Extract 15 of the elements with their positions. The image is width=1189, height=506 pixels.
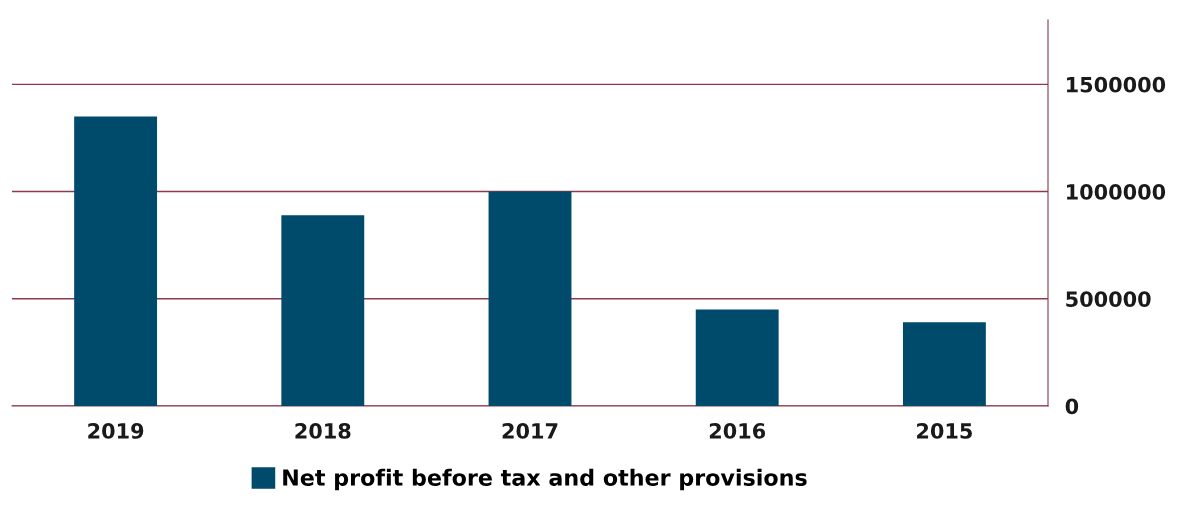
bar <box>902 322 986 406</box>
bar <box>74 116 158 406</box>
x-tick-label: 2019 <box>88 423 144 439</box>
x-tick-label: 2016 <box>709 423 766 439</box>
y-tick-label: 0 <box>1065 398 1079 415</box>
bar <box>281 215 365 406</box>
y-tick-label: 500000 <box>1066 291 1151 307</box>
bar <box>695 309 779 406</box>
y-tick-label: 1500000 <box>1067 76 1166 93</box>
x-tick-label: 2017 <box>502 423 558 439</box>
y-tick-label: 1000000 <box>1067 184 1166 200</box>
bar <box>488 191 572 406</box>
x-tick-label: 2018 <box>295 423 351 439</box>
legend-label: Net profit before tax and other provisions <box>283 468 807 491</box>
x-tick-label: 2015 <box>917 423 972 439</box>
